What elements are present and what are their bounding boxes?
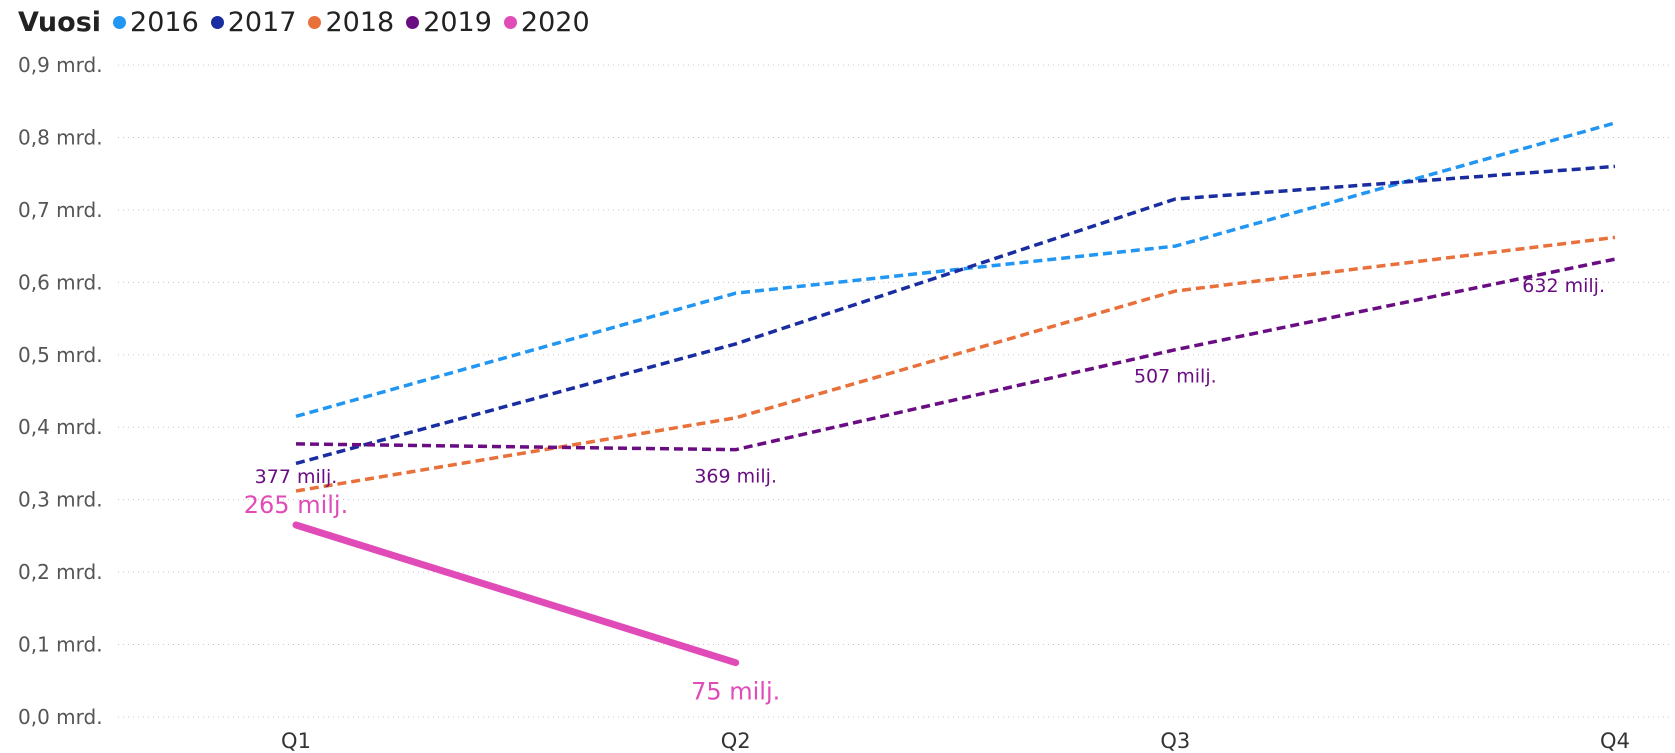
legend-label: 2017: [227, 6, 297, 38]
legend-item[interactable]: 2018: [308, 7, 394, 38]
legend-label: 2016: [130, 6, 199, 38]
x-tick-label: Q2: [721, 729, 751, 753]
legend-label: 2020: [520, 6, 590, 38]
x-axis-tick-labels: Q1 Q2 Q3 Q4: [281, 729, 1630, 753]
y-tick-label: 0,8 mrd.: [18, 125, 103, 149]
x-tick-label: Q3: [1160, 729, 1190, 753]
legend-swatch: [308, 15, 322, 29]
series-line-2020[interactable]: [292, 521, 740, 667]
legend-item[interactable]: 2016: [113, 7, 199, 38]
legend-swatch: [503, 15, 517, 29]
data-label: 369 milj.: [694, 466, 777, 488]
y-tick-label: 0,0 mrd.: [18, 705, 103, 729]
legend-swatch: [406, 15, 420, 29]
y-tick-label: 0,1 mrd.: [18, 633, 103, 657]
data-labels: 377 milj. 369 milj. 507 milj. 632 milj. 265 …: [244, 275, 1605, 706]
legend-label: 2018: [325, 6, 395, 38]
data-label: 507 milj.: [1134, 366, 1217, 388]
legend-item[interactable]: 2019: [406, 7, 492, 38]
x-tick-label: Q4: [1600, 729, 1630, 753]
data-label: 75 milj.: [691, 678, 780, 706]
chart-legend: Vuosi 2016 2017 2018 2019 2020: [18, 4, 602, 40]
gridlines: [118, 64, 1670, 718]
series-line-2017[interactable]: [295, 164, 1616, 466]
legend-item[interactable]: 2017: [210, 6, 297, 38]
y-tick-label: 0,2 mrd.: [18, 560, 103, 584]
legend-swatch: [210, 15, 224, 29]
y-tick-label: 0,9 mrd.: [18, 53, 103, 77]
series-line-2018[interactable]: [295, 235, 1616, 493]
series-lines: [292, 121, 1616, 667]
legend-item[interactable]: 2020: [503, 6, 590, 38]
y-tick-label: 0,7 mrd.: [18, 198, 103, 222]
legend-swatch: [113, 15, 127, 29]
y-tick-label: 0,4 mrd.: [18, 415, 103, 439]
y-tick-label: 0,3 mrd.: [18, 488, 103, 512]
y-tick-label: 0,6 mrd.: [18, 270, 103, 294]
data-label: 265 milj.: [244, 491, 348, 519]
legend-title: Vuosi: [18, 6, 102, 38]
y-tick-label: 0,5 mrd.: [18, 343, 103, 367]
x-tick-label: Q1: [281, 729, 311, 753]
data-label: 377 milj.: [255, 466, 338, 488]
series-line-2019[interactable]: [295, 257, 1616, 452]
y-axis-tick-labels: 0,0 mrd. 0,1 mrd. 0,2 mrd. 0,3 mrd. 0,4 mrd.…: [18, 53, 103, 729]
data-label: 632 milj.: [1522, 275, 1605, 297]
legend-label: 2019: [423, 6, 492, 38]
